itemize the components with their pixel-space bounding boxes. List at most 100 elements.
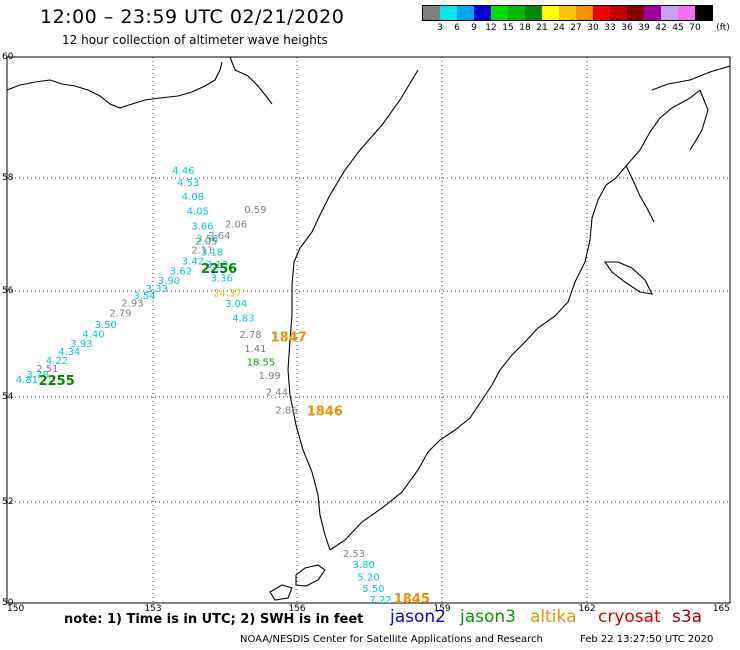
wave-height-label: 4.40	[82, 330, 104, 341]
map-frame	[6, 56, 731, 604]
wave-height-labels: 4.464.53 4.08 4.05 3.66 3.58 3.18 3.13 3.36 3.04…	[16, 166, 392, 606]
legend-swatch	[695, 6, 712, 20]
map-subtitle: 12 hour collection of altimeter wave hei…	[62, 33, 328, 47]
legend-swatch	[593, 6, 610, 20]
legend-swatch	[559, 6, 576, 20]
latitude-label: 52	[2, 497, 13, 507]
legend-swatch	[525, 6, 542, 20]
wave-height-label: 1.99	[259, 371, 281, 382]
legend-label: 15	[502, 23, 514, 33]
satellite-label-jason2: jason2	[390, 607, 446, 627]
legend-swatch	[423, 6, 440, 20]
wave-height-label: 3.54	[134, 291, 156, 302]
latitude-label: 50	[2, 598, 14, 608]
legend-label: 42	[655, 23, 667, 33]
wave-height-label: 4.34	[58, 347, 80, 358]
wave-height-label: 4.53	[177, 178, 199, 189]
wave-height-label: 3.42	[182, 256, 204, 267]
legend-swatch	[508, 6, 525, 20]
color-legend: 3 6 9 12 15 18 21 24 27 30 33 36 39 42 45 70 (ft)	[422, 5, 730, 34]
wave-height-label: 4.81	[16, 375, 38, 386]
wave-height-label: 2.93	[121, 298, 143, 309]
pass-time-label: 2256	[201, 262, 237, 277]
legend-swatch	[644, 6, 661, 20]
wave-height-label: 2.05	[195, 237, 217, 248]
credit-line: NOAA/NESDIS Center for Satellite Applica…	[240, 634, 543, 645]
wave-height-label: 4.22	[46, 356, 68, 367]
wave-height-label: 3.04	[225, 299, 247, 310]
latitude-label: 56	[2, 286, 14, 296]
satellite-label-altika: altika	[530, 607, 577, 627]
wave-height-label: 2.53	[343, 549, 365, 560]
latitude-label: 60	[2, 52, 14, 62]
legend-swatch	[610, 6, 627, 20]
wave-height-label: 3.33	[146, 284, 168, 295]
wave-height-label: 2.44	[266, 387, 288, 398]
wave-height-label: 3.93	[70, 339, 92, 350]
wave-height-label: 18.55	[247, 358, 276, 369]
footer-note: note: 1) Time is in UTC; 2) SWH is in fe…	[64, 612, 364, 627]
satellite-label-jason3: jason3	[460, 607, 516, 627]
wave-height-label: 3.90	[158, 276, 180, 287]
pass-time-label: 1845	[394, 592, 430, 607]
wave-height-label: 3.80	[353, 560, 375, 571]
legend-swatch	[661, 6, 678, 20]
wave-height-label: 3.36	[211, 273, 233, 284]
longitude-label: 153	[144, 604, 161, 614]
satellite-label-cryosat: cryosat	[598, 607, 661, 627]
wave-height-label: 2.06	[225, 220, 247, 231]
wave-height-label: 2.64	[208, 231, 230, 242]
wave-height-label: 3.58	[196, 234, 218, 245]
legend-label: 3	[437, 23, 443, 33]
satellite-label-s3a: s3a	[672, 607, 703, 627]
longitude-label: 159	[433, 604, 450, 614]
latitude-label: 58	[2, 173, 14, 183]
legend-labels: 3 6 9 12 15 18 21 24 27 30 33 36 39 42 45 70 (ft)	[422, 21, 730, 34]
legend-swatch	[491, 6, 508, 20]
wave-height-label: 3.62	[170, 267, 192, 278]
legend-unit: (ft)	[716, 23, 730, 33]
legend-label: 33	[604, 23, 616, 33]
wave-height-label: 2.11	[191, 246, 213, 257]
wave-height-label: 4.83	[232, 314, 254, 325]
wave-height-label: 3.66	[191, 221, 213, 232]
legend-label: 27	[570, 23, 582, 33]
pass-time-label: 1847	[271, 330, 307, 345]
legend-label: 24	[553, 23, 565, 33]
legend-label: 30	[587, 23, 599, 33]
latitude-label: 54	[2, 392, 14, 402]
wave-height-label: 5.50	[362, 584, 384, 595]
wave-height-label: 4.46	[172, 166, 194, 177]
wave-height-label: 3.50	[95, 320, 117, 331]
wave-height-label: 1.41	[244, 344, 266, 355]
legend-swatch	[457, 6, 474, 20]
legend-swatches	[422, 5, 713, 21]
wave-height-label: 4.05	[187, 207, 209, 218]
pass-time-label: 1846	[307, 404, 343, 419]
legend-label: 12	[485, 23, 497, 33]
legend-swatch	[474, 6, 491, 20]
legend-label: 45	[672, 23, 684, 33]
legend-swatch	[440, 6, 457, 20]
legend-swatch	[576, 6, 593, 20]
legend-swatch	[627, 6, 644, 20]
map-title: 12:00 – 23:59 UTC 02/21/2020	[40, 6, 345, 28]
legend-label: 18	[519, 23, 531, 33]
wave-height-label: 5.20	[357, 572, 379, 583]
pass-time-label: 2255	[39, 374, 75, 389]
wave-height-label: 2.51	[36, 364, 58, 375]
wave-height-label: 3.18	[201, 247, 223, 258]
longitude-label: 156	[288, 604, 305, 614]
legend-swatch	[678, 6, 695, 20]
time-labels: 2256 2255 1847 1846 1845	[39, 262, 430, 607]
wave-height-label: 4.08	[182, 192, 204, 203]
longitude-label: 150	[7, 604, 24, 614]
longitude-label: 162	[578, 604, 595, 614]
legend-label: 6	[454, 23, 460, 33]
wave-height-label: 7.22	[370, 595, 392, 606]
legend-label: 9	[471, 23, 477, 33]
legend-label: 21	[536, 23, 548, 33]
longitude-label: 165	[713, 604, 730, 614]
